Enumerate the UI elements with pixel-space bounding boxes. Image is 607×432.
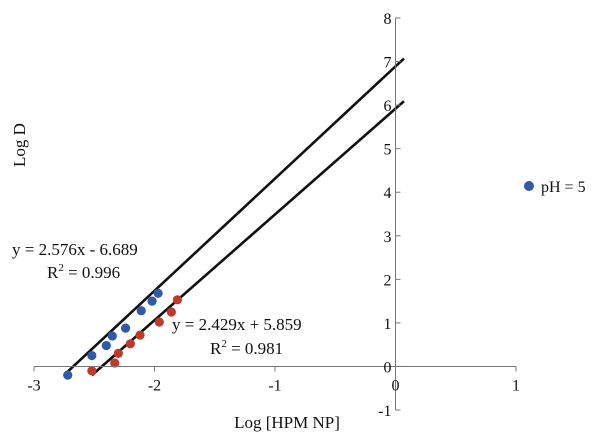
data-point-series-0	[136, 306, 146, 316]
points-layer	[63, 288, 182, 380]
r-squared-prefix-red: R	[210, 339, 222, 358]
data-point-series-0	[107, 331, 117, 341]
data-point-series-1	[135, 330, 145, 340]
y-tick-label: 4	[384, 185, 392, 202]
data-point-series-1	[154, 317, 164, 327]
legend-marker-ph5	[524, 181, 534, 191]
r-squared-prefix-blue: R	[47, 263, 59, 282]
data-point-series-1	[172, 295, 182, 305]
data-point-series-0	[147, 296, 157, 306]
trendline-0	[63, 57, 405, 376]
y-tick-label: 3	[384, 229, 392, 246]
data-point-series-1	[110, 358, 120, 368]
x-tick-label: 1	[512, 377, 520, 394]
data-point-series-0	[101, 340, 111, 351]
r-squared-value-red: = 0.981	[227, 339, 283, 358]
trendline-equation-red: y = 2.429x + 5.859	[172, 315, 302, 334]
y-tick-label: 8	[384, 11, 392, 28]
data-point-series-1	[125, 339, 135, 349]
x-tick-label: -2	[148, 377, 161, 394]
data-point-series-1	[166, 307, 176, 317]
legend-label-ph5: pH = 5	[541, 179, 586, 196]
data-point-series-0	[87, 350, 97, 361]
y-axis-title: Log D	[10, 123, 29, 167]
data-point-series-1	[113, 348, 123, 358]
axes-layer	[33, 17, 517, 411]
y-tick-label: 1	[384, 316, 392, 333]
x-tick-label: -1	[268, 377, 281, 394]
r-squared-exp-red: 2	[221, 338, 227, 350]
data-point-series-0	[153, 288, 163, 298]
x-axis-title: Log [HPM NP]	[234, 413, 340, 432]
x-tick-label: 0	[392, 377, 400, 394]
y-tick-label: 2	[384, 272, 392, 289]
r-squared-blue: R2 = 0.996	[47, 262, 120, 282]
r-squared-value-blue: = 0.996	[64, 263, 120, 282]
y-tick-label: 7	[384, 55, 392, 72]
y-tick-label: 5	[384, 142, 392, 159]
trendline-1	[90, 100, 405, 377]
trendlines-layer	[63, 57, 405, 377]
data-point-series-1	[87, 366, 97, 376]
data-point-series-0	[63, 370, 73, 380]
trendline-equation-blue: y = 2.576x - 6.689	[12, 240, 138, 259]
r-squared-red: R2 = 0.981	[210, 338, 283, 358]
y-tick-label: 6	[384, 98, 392, 115]
data-point-series-0	[120, 323, 131, 333]
y-tick-label: 0	[384, 359, 392, 376]
r-squared-exp-blue: 2	[58, 262, 64, 274]
y-tick-label: -1	[378, 403, 391, 420]
x-tick-label: -3	[27, 377, 40, 394]
